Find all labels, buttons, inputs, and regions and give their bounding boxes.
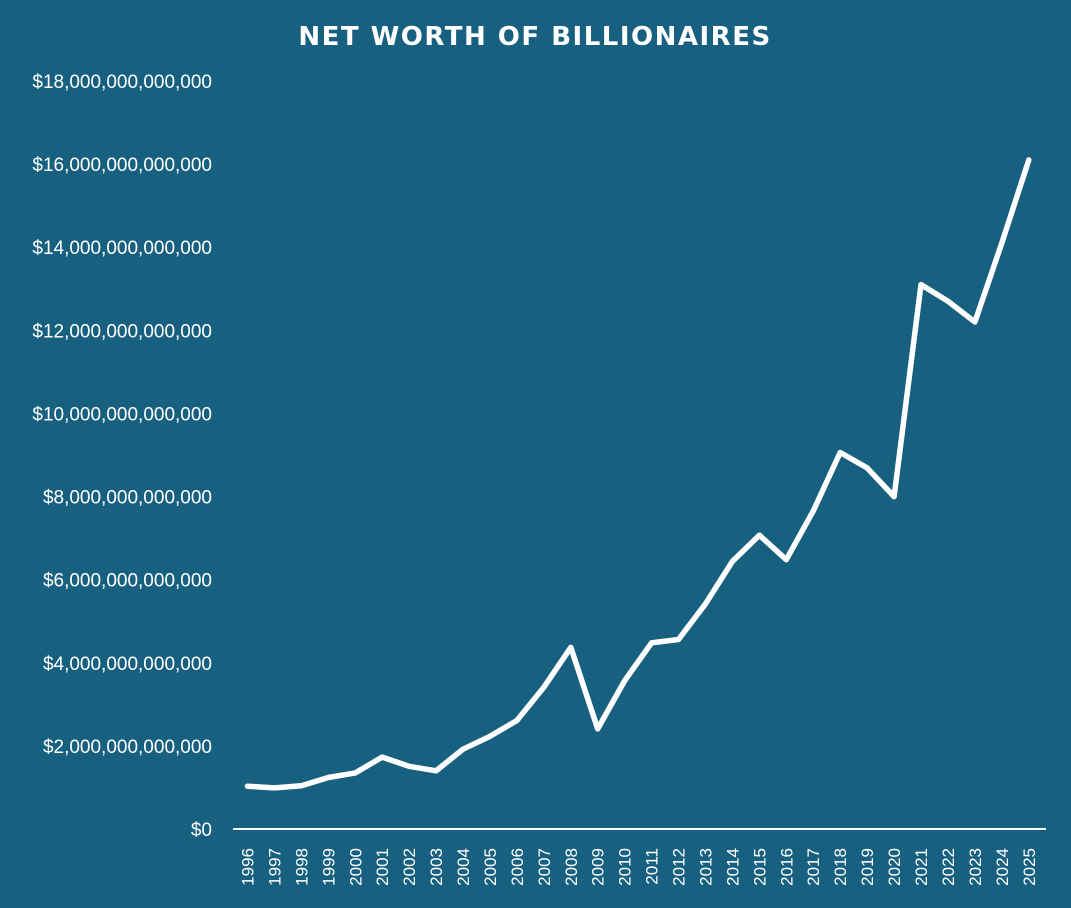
y-tick-label: $16,000,000,000,000 — [32, 155, 212, 176]
x-tick-label: 1999 — [319, 848, 338, 886]
x-axis-tick-labels: 1996 1997 1998 1999 2000 2001 2002 2003 2004 2005… — [239, 848, 1039, 886]
data-point — [783, 557, 789, 563]
x-tick-label: 2016 — [777, 848, 796, 886]
x-tick-label: 2020 — [885, 848, 904, 886]
data-point — [541, 684, 547, 690]
data-point — [568, 644, 574, 650]
data-point — [487, 733, 493, 739]
x-tick-label: 2006 — [508, 848, 527, 886]
data-point — [729, 558, 735, 564]
data-point — [676, 637, 682, 643]
data-point — [325, 774, 331, 780]
data-point — [972, 319, 978, 325]
x-tick-label: 2011 — [643, 848, 662, 885]
y-tick-label: $12,000,000,000,000 — [32, 321, 212, 342]
y-tick-label: $18,000,000,000,000 — [32, 72, 212, 93]
data-point — [352, 770, 358, 776]
data-point — [298, 783, 304, 789]
x-tick-label: 2009 — [589, 848, 608, 886]
x-tick-label: 2012 — [670, 848, 689, 886]
series-net-worth — [244, 157, 1032, 791]
x-tick-label: 2017 — [804, 848, 823, 886]
data-point — [595, 726, 601, 732]
x-tick-label: 1997 — [265, 848, 284, 886]
y-tick-label: $0 — [191, 820, 212, 841]
y-tick-label: $8,000,000,000,000 — [43, 488, 212, 509]
y-tick-label: $10,000,000,000,000 — [32, 404, 212, 425]
data-point — [271, 785, 277, 791]
x-tick-label: 2025 — [1020, 848, 1039, 886]
data-point — [702, 601, 708, 607]
y-axis-tick-labels: $0 $2,000,000,000,000 $4,000,000,000,000 $6… — [32, 72, 212, 841]
y-tick-label: $14,000,000,000,000 — [32, 238, 212, 259]
data-point — [649, 640, 655, 646]
data-point — [891, 494, 897, 500]
data-point — [756, 532, 762, 538]
x-tick-label: 2004 — [454, 848, 473, 886]
y-tick-label: $4,000,000,000,000 — [43, 654, 212, 675]
data-point — [999, 240, 1005, 246]
x-tick-label: 2010 — [616, 848, 635, 886]
x-tick-label: 2018 — [831, 848, 850, 886]
data-point — [622, 678, 628, 684]
data-point — [918, 282, 924, 288]
x-tick-label: 2007 — [535, 848, 554, 886]
x-tick-label: 2001 — [373, 848, 392, 886]
data-point — [864, 465, 870, 471]
x-tick-label: 2003 — [427, 848, 446, 886]
x-tick-label: 2021 — [912, 848, 931, 886]
x-tick-label: 1996 — [239, 848, 258, 886]
x-tick-label: 2002 — [400, 848, 419, 886]
x-tick-label: 2000 — [346, 848, 365, 886]
chart-title: NET WORTH OF BILLIONAIRES — [298, 22, 771, 52]
x-tick-label: 2024 — [993, 848, 1012, 886]
data-point — [945, 298, 951, 304]
x-tick-label: 2023 — [966, 848, 985, 886]
data-point — [837, 450, 843, 456]
data-point — [245, 783, 250, 789]
x-tick-label: 2008 — [562, 848, 581, 886]
x-tick-label: 2013 — [696, 848, 715, 886]
data-point — [1026, 157, 1032, 163]
data-point — [460, 746, 466, 752]
data-point — [379, 754, 385, 760]
x-tick-label: 1998 — [292, 848, 311, 886]
y-tick-label: $6,000,000,000,000 — [43, 571, 212, 592]
data-point — [810, 508, 816, 514]
x-tick-label: 2022 — [939, 848, 958, 886]
x-tick-label: 2019 — [858, 848, 877, 886]
x-tick-label: 2014 — [723, 848, 742, 886]
x-tick-label: 2005 — [481, 848, 500, 886]
x-tick-label: 2015 — [750, 848, 769, 886]
data-point — [406, 763, 412, 769]
data-point — [514, 718, 520, 724]
y-tick-label: $2,000,000,000,000 — [43, 737, 212, 758]
drop-lines — [246, 159, 1030, 829]
series-line — [244, 157, 1032, 791]
data-point — [433, 768, 439, 774]
